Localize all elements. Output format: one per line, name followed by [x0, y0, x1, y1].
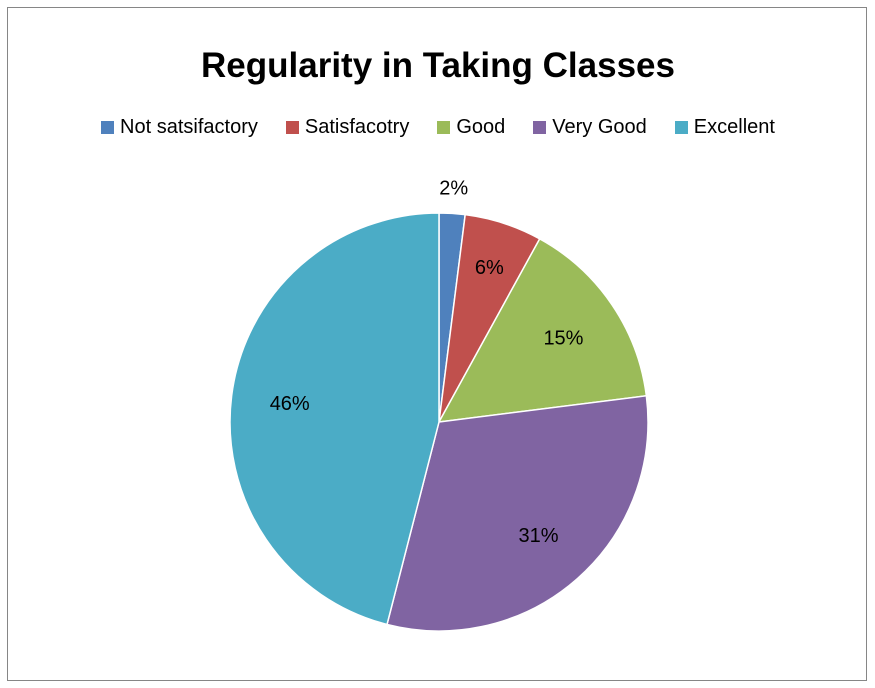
legend-item-very-good: Very Good [533, 116, 647, 139]
legend-item-satisfactory: Satisfacotry [285, 116, 410, 139]
legend-label-satisfactory: Satisfacotry [304, 116, 410, 138]
legend-swatch-good [437, 121, 451, 134]
legend-swatch-very-good [533, 121, 547, 134]
pie-label-satisfactory: 6% [475, 257, 504, 279]
chart-title: Regularity in Taking Classes [201, 46, 675, 85]
legend-swatch-not-satisfactory [101, 121, 115, 134]
legend-item-good: Good [437, 116, 505, 139]
pie-slice-excellent [229, 212, 440, 626]
legend-label-very-good: Very Good [552, 116, 647, 138]
pie-slice-good [437, 237, 648, 423]
pie-chart: 2% 6% 15% 31% 46% [229, 177, 649, 632]
legend-item-excellent: Excellent [674, 116, 775, 139]
pie-label-good: 15% [543, 327, 583, 349]
legend-swatch-satisfactory [285, 121, 299, 134]
legend-label-not-satisfactory: Not satsifactory [120, 116, 258, 138]
legend-swatch-excellent [674, 121, 688, 134]
chart-legend: Not satsifactory Satisfacotry Good Very … [8, 116, 868, 139]
legend-label-good: Good [456, 116, 506, 138]
pie-labels: 2% 6% 15% 31% 46% [270, 177, 584, 546]
chart-frame: Regularity in Taking Classes Not satsifa… [7, 7, 867, 681]
pie-slices [229, 212, 649, 632]
pie-slice-very-good [386, 394, 649, 632]
pie-label-very-good: 31% [518, 525, 558, 547]
legend-label-excellent: Excellent [693, 116, 775, 138]
pie-label-not-satisfactory: 2% [439, 177, 468, 199]
legend-item-not-satisfactory: Not satsifactory [101, 116, 258, 139]
pie-label-excellent: 46% [270, 393, 310, 415]
